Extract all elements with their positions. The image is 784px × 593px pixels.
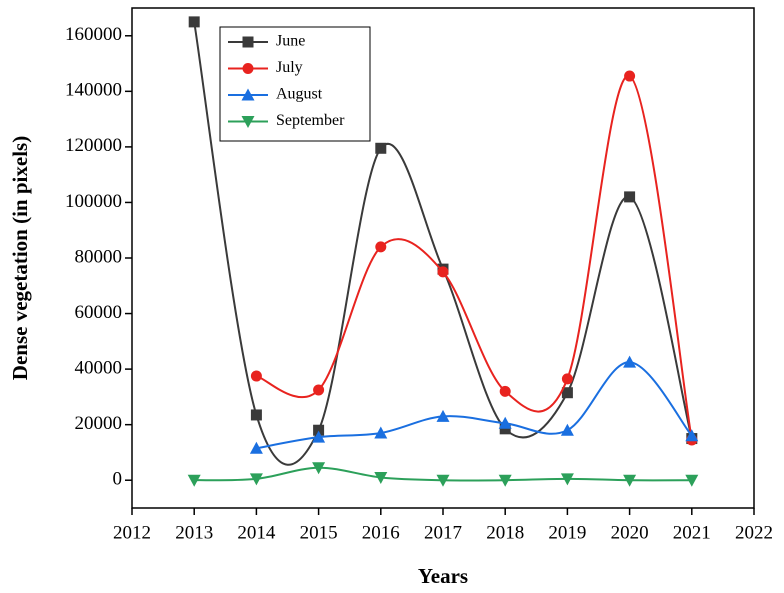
- marker: [249, 441, 263, 454]
- marker: [498, 416, 512, 429]
- marker: [437, 266, 449, 278]
- marker: [312, 430, 326, 443]
- marker: [187, 474, 201, 487]
- marker: [250, 409, 262, 421]
- marker: [560, 423, 574, 436]
- legend-marker: [242, 63, 254, 74]
- marker: [375, 142, 387, 154]
- marker: [624, 70, 636, 82]
- legend-label: August: [276, 86, 323, 103]
- marker: [374, 471, 388, 484]
- marker: [623, 355, 637, 368]
- legend-marker: [241, 116, 255, 128]
- marker: [624, 191, 636, 203]
- x-tick-label: 2018: [486, 522, 524, 543]
- marker: [561, 387, 573, 399]
- x-tick-label: 2017: [424, 522, 462, 543]
- marker: [685, 474, 699, 487]
- marker: [436, 409, 450, 422]
- x-tick-label: 2022: [735, 522, 773, 543]
- marker: [498, 474, 512, 487]
- x-tick-label: 2015: [300, 522, 338, 543]
- marker: [249, 473, 263, 486]
- marker: [685, 429, 699, 442]
- y-tick-label: 0: [113, 469, 123, 490]
- marker: [312, 462, 326, 475]
- marker: [374, 426, 388, 439]
- marker: [188, 16, 200, 28]
- y-tick-label: 120000: [65, 135, 122, 156]
- marker: [499, 385, 511, 397]
- x-tick-label: 2014: [237, 522, 276, 543]
- legend-marker: [241, 88, 255, 101]
- x-tick-label: 2016: [362, 522, 400, 543]
- legend-label: July: [276, 59, 303, 76]
- y-tick-label: 100000: [65, 191, 122, 212]
- legend-marker: [242, 36, 254, 48]
- x-tick-label: 2012: [113, 522, 151, 543]
- marker: [313, 424, 325, 436]
- y-tick-label: 40000: [75, 357, 123, 378]
- y-tick-label: 20000: [75, 413, 123, 434]
- x-tick-label: 2021: [673, 522, 711, 543]
- y-tick-label: 160000: [65, 24, 122, 45]
- x-tick-label: 2020: [611, 522, 649, 543]
- marker: [623, 474, 637, 487]
- y-axis-label: Dense vegetation (in pixels): [8, 136, 32, 380]
- x-axis-label: Years: [418, 564, 468, 588]
- x-tick-label: 2013: [175, 522, 213, 543]
- marker: [499, 423, 511, 435]
- legend-label: September: [276, 112, 345, 129]
- marker: [313, 384, 325, 396]
- marker: [250, 370, 262, 382]
- marker: [561, 373, 573, 385]
- x-tick-label: 2019: [548, 522, 586, 543]
- marker: [436, 474, 450, 487]
- y-tick-label: 80000: [75, 246, 123, 267]
- y-tick-label: 140000: [65, 80, 122, 101]
- legend-label: June: [276, 33, 305, 50]
- y-tick-label: 60000: [75, 302, 123, 323]
- marker: [560, 473, 574, 486]
- marker: [375, 241, 387, 253]
